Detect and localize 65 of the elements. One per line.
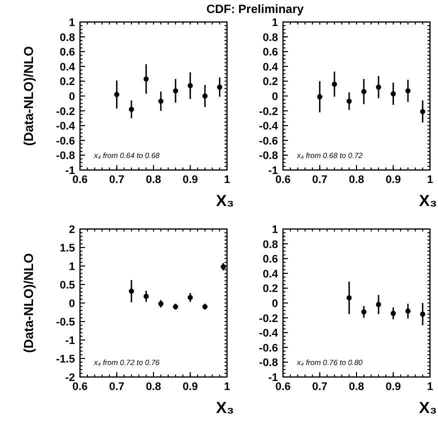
- y-tick-label: 0.8: [60, 32, 75, 44]
- x-tick-label: 0.8: [146, 174, 162, 186]
- y-tick-label: -1: [65, 335, 75, 347]
- y-tick-label: -0.8: [56, 150, 75, 162]
- y-tick-label: -0.6: [259, 342, 278, 354]
- x-tick-label: 1: [426, 174, 434, 186]
- y-tick-label: -0.2: [259, 106, 278, 118]
- y-axis-title: (Data-NLO)/NLO: [21, 253, 36, 353]
- x-axis-title: X₃: [418, 400, 438, 417]
- y-tick-label: -0.4: [259, 328, 279, 340]
- x-tick-label: 0.9: [182, 174, 198, 186]
- x-tick-label: 0.7: [312, 381, 328, 393]
- y-tick-label: 0: [272, 298, 278, 310]
- y-tick-label: -0.6: [259, 135, 278, 148]
- x-tick-label: 0.8: [348, 381, 364, 393]
- y-tick-label: 0: [272, 91, 278, 103]
- x-tick-label: 0.7: [109, 174, 124, 186]
- y-tick-label: 1: [272, 17, 278, 29]
- y-tick-label: -0.6: [56, 135, 75, 148]
- y-tick-label: -0.2: [56, 106, 75, 118]
- x-tick-label: 0.7: [312, 174, 328, 186]
- y-tick-label: 0.4: [262, 268, 279, 280]
- y-tick-label: -1: [65, 165, 75, 177]
- y-tick-label: 0.6: [262, 254, 278, 266]
- y-axis-title: (Data-NLO)/NLO: [21, 46, 36, 146]
- x-axis-title: X₃: [418, 193, 438, 210]
- x-tick-label: 0.8: [146, 381, 162, 393]
- x-tick-label: 0.9: [386, 174, 401, 186]
- y-tick-label: -0.8: [259, 150, 278, 162]
- y-tick-label: 0.4: [262, 61, 279, 74]
- y-tick-label: 0.2: [262, 283, 278, 296]
- y-tick-label: 0: [68, 91, 75, 103]
- y-tick-label: 1: [68, 17, 75, 29]
- y-tick-label: 1: [272, 224, 278, 236]
- y-tick-label: -0.5: [56, 316, 75, 328]
- x-tick-label: 0.9: [386, 381, 401, 393]
- text: CDF: Preliminary: [206, 2, 304, 16]
- y-tick-label: -0.4: [259, 120, 279, 133]
- x-tick-label: 0.7: [109, 381, 124, 393]
- y-tick-label: 0.6: [262, 46, 278, 59]
- y-tick-label: 0: [68, 298, 75, 310]
- x-axis-title: X₃: [216, 400, 234, 417]
- y-tick-label: -0.2: [259, 312, 278, 325]
- x-tick-label: 1: [426, 381, 434, 393]
- y-tick-label: 0.4: [60, 61, 76, 74]
- y-tick-label: -0.8: [259, 357, 278, 370]
- y-tick-label: 2: [68, 224, 75, 236]
- y-tick-label: 1: [68, 261, 75, 273]
- y-tick-label: -1: [268, 372, 278, 384]
- y-tick-label: 1.5: [60, 242, 75, 254]
- y-tick-label: -1: [268, 165, 278, 177]
- y-tick-label: 0.8: [262, 32, 278, 44]
- y-tick-label: -0.4: [56, 120, 76, 133]
- x-axis-title: X₃: [216, 193, 234, 210]
- y-tick-label: -1.5: [56, 354, 75, 366]
- y-tick-label: 0.8: [262, 238, 278, 251]
- y-tick-label: 0.5: [60, 280, 75, 292]
- x-tick-label: 0.8: [348, 174, 364, 186]
- x-tick-label: 0.9: [182, 381, 198, 393]
- y-tick-label: 0.6: [60, 46, 75, 59]
- x-tick-label: 1: [224, 381, 230, 393]
- y-tick-label: -2: [65, 372, 75, 384]
- x-tick-label: 1: [224, 174, 230, 186]
- y-tick-label: 0.2: [262, 76, 278, 88]
- y-tick-label: 0.2: [60, 76, 75, 88]
